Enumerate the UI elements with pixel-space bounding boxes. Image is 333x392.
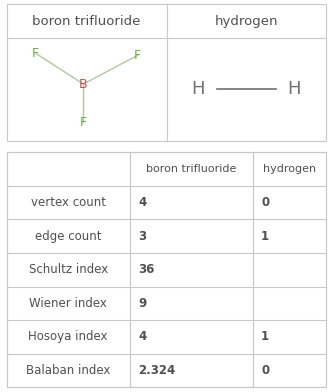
Text: Balaban index: Balaban index bbox=[26, 364, 110, 377]
Text: 9: 9 bbox=[138, 297, 146, 310]
Text: Hosoya index: Hosoya index bbox=[28, 330, 108, 343]
Text: Wiener index: Wiener index bbox=[29, 297, 107, 310]
Text: F: F bbox=[32, 47, 39, 60]
Text: 0: 0 bbox=[261, 196, 269, 209]
Text: 0: 0 bbox=[261, 364, 269, 377]
Text: H: H bbox=[192, 80, 205, 98]
Text: 1: 1 bbox=[261, 230, 269, 243]
Text: boron trifluoride: boron trifluoride bbox=[32, 15, 141, 27]
Text: hydrogen: hydrogen bbox=[263, 164, 316, 174]
Text: hydrogen: hydrogen bbox=[215, 15, 278, 27]
Text: H: H bbox=[288, 80, 301, 98]
Text: 4: 4 bbox=[138, 196, 146, 209]
Text: 4: 4 bbox=[138, 330, 146, 343]
Text: 3: 3 bbox=[138, 230, 146, 243]
Text: F: F bbox=[80, 116, 87, 129]
Text: 1: 1 bbox=[261, 330, 269, 343]
Text: F: F bbox=[134, 49, 141, 62]
Text: 2.324: 2.324 bbox=[138, 364, 175, 377]
Text: B: B bbox=[79, 78, 88, 91]
Text: 36: 36 bbox=[138, 263, 155, 276]
Text: edge count: edge count bbox=[35, 230, 102, 243]
Text: boron trifluoride: boron trifluoride bbox=[146, 164, 236, 174]
Text: vertex count: vertex count bbox=[31, 196, 106, 209]
Text: Schultz index: Schultz index bbox=[29, 263, 108, 276]
